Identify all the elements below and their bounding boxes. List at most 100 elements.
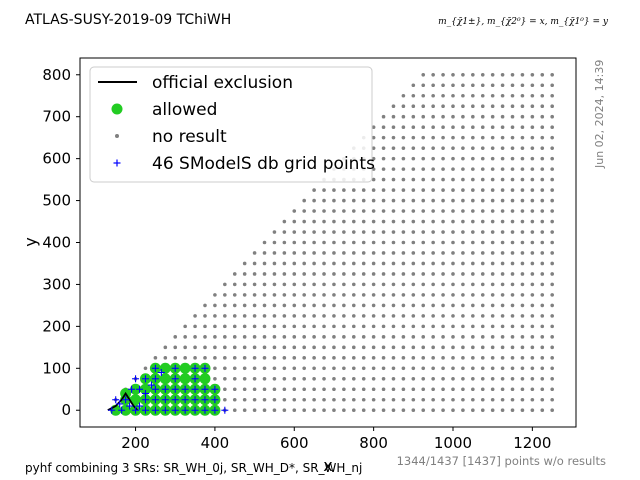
no-result-point [232,293,237,297]
no-result-point [520,135,525,140]
no-result-point [242,397,247,402]
no-result-point [480,376,485,381]
no-result-point [421,345,426,350]
no-result-point [401,272,406,276]
grid-point [112,396,120,404]
no-result-point [471,324,475,329]
no-result-point [500,135,505,140]
chart-title: ATLAS-SUSY-2019-09 TChiWH [25,12,231,28]
no-result-point [391,104,396,109]
no-result-point [282,387,287,392]
no-result-point [391,198,396,203]
grid-point [116,400,124,408]
no-result-point [490,230,495,234]
no-result-point [480,397,485,402]
no-result-point [342,272,346,276]
no-result-point [480,83,485,88]
no-result-point [411,156,416,161]
no-result-point [471,282,475,287]
no-result-point [391,209,396,213]
no-result-point [431,387,435,392]
no-result-point [411,240,416,245]
no-result-point [292,261,297,266]
no-result-point [500,261,505,266]
grid-point [147,381,155,389]
no-result-point [411,114,416,119]
no-result-point [500,314,505,318]
no-result-point [282,219,287,224]
no-result-point [391,177,396,182]
no-result-point [381,366,386,371]
no-result-point [332,198,336,203]
no-result-point [421,282,426,287]
no-result-point [500,198,505,203]
no-result-point [223,293,227,297]
y-axis-ticks: 0 100 200 300 400 500 600 700 800 [42,66,80,419]
no-result-point [520,261,525,266]
grid-point [141,396,149,404]
no-result-point [421,314,426,318]
no-result-point [441,167,445,171]
no-result-point [302,356,306,360]
no-result-point [451,167,455,171]
no-result-point [530,188,535,192]
no-result-point [351,188,356,192]
no-result-point [332,272,336,276]
no-result-point [500,188,505,192]
no-result-point [322,303,326,308]
no-result-point [322,314,326,318]
no-result-point [471,177,475,182]
no-result-point [411,177,416,182]
no-result-point [471,146,475,150]
no-result-point [480,146,485,150]
no-result-point [520,72,525,77]
no-result-point [471,125,475,129]
no-result-point [342,345,346,350]
no-result-point [242,335,247,339]
no-result-point [510,345,515,350]
no-result-point [361,240,366,245]
no-result-point [461,167,465,171]
grid-point [132,375,140,383]
no-result-point [480,125,485,129]
no-result-point [371,156,376,161]
no-result-point [312,356,316,360]
no-result-point [431,303,435,308]
no-result-point [322,408,326,413]
no-result-point [342,230,346,234]
no-result-point [451,230,455,234]
no-result-point [530,167,535,171]
no-result-point [391,366,396,371]
no-result-point [312,293,316,297]
no-result-point [421,303,426,308]
no-result-point [173,345,178,350]
grid-point [171,385,179,393]
no-result-point [332,188,336,192]
no-result-point [213,314,217,318]
no-result-point [371,293,376,297]
no-result-point [351,366,356,371]
no-result-point [193,345,197,350]
no-result-point [431,230,435,234]
no-result-point [282,251,287,255]
no-result-point [232,314,237,318]
no-result-point [342,387,346,392]
no-result-point [520,198,525,203]
no-result-point [332,240,336,245]
no-result-point [510,177,515,182]
no-result-point [411,83,416,88]
no-result-point [381,230,386,234]
no-result-point [342,366,346,371]
no-result-point [351,345,356,350]
no-result-point [451,209,455,213]
no-result-point [262,303,267,308]
grid-point [201,396,209,404]
grid-point [122,396,130,404]
no-result-point [530,177,535,182]
allowed-point [120,404,132,416]
no-result-point [411,219,416,224]
no-result-point [381,282,386,287]
no-result-point [401,314,406,318]
no-result-point [471,356,475,360]
no-result-point [461,219,465,224]
